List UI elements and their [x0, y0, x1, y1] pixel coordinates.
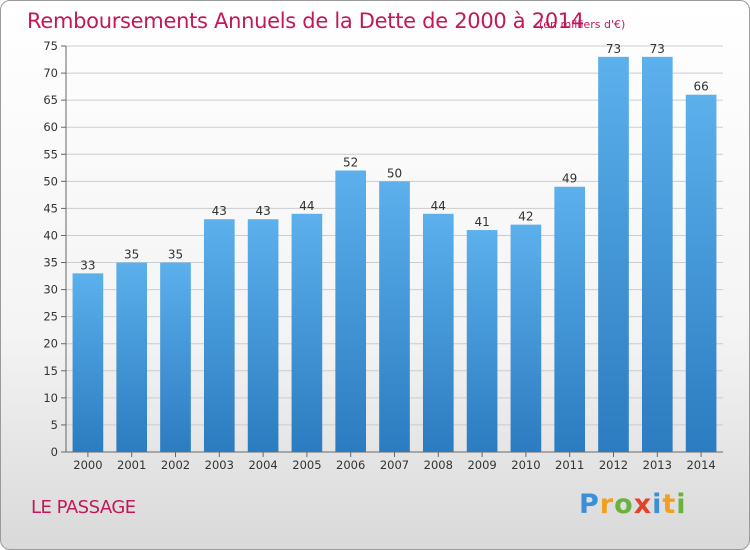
bar	[641, 56, 673, 453]
logo-letter: x	[633, 489, 653, 520]
logo-letter: P	[579, 489, 600, 520]
x-tick-label: 2002	[161, 458, 190, 472]
chart-title: Remboursements Annuels de la Dette de 20…	[27, 9, 584, 33]
bar	[598, 56, 629, 453]
bar-value-label: 44	[431, 199, 446, 213]
bar-value-label: 44	[299, 199, 314, 213]
commune-name: LE PASSAGE	[31, 497, 136, 518]
chart-subtitle: (en milliers d'€)	[539, 18, 626, 31]
y-tick-label: 20	[43, 337, 58, 351]
bar-value-label: 73	[606, 42, 621, 56]
y-tick-label: 40	[43, 228, 58, 242]
bar	[203, 219, 235, 452]
x-tick-label: 2013	[643, 458, 672, 472]
logo-letter: i	[676, 489, 687, 520]
bar-value-label: 43	[212, 204, 227, 218]
bar	[116, 262, 148, 452]
bar	[160, 262, 191, 452]
bar-value-label: 42	[518, 210, 533, 224]
proxiti-logo[interactable]: Proxiti	[579, 489, 687, 520]
bar-value-label: 43	[255, 204, 270, 218]
bar	[510, 224, 542, 452]
y-tick-label: 10	[43, 391, 58, 405]
bar-value-label: 49	[562, 172, 577, 186]
x-tick-label: 2011	[555, 458, 584, 472]
bar	[685, 94, 717, 452]
bar	[291, 213, 323, 452]
bar	[247, 219, 279, 452]
y-tick-label: 30	[43, 283, 58, 297]
y-tick-label: 35	[43, 256, 58, 270]
y-tick-label: 50	[43, 174, 58, 188]
bar-value-label: 35	[124, 248, 139, 262]
bar	[335, 170, 367, 453]
bar-value-label: 41	[474, 215, 489, 229]
bar	[379, 181, 410, 453]
x-tick-label: 2001	[117, 458, 146, 472]
bar-value-label: 35	[168, 248, 183, 262]
y-tick-label: 5	[51, 418, 58, 432]
y-tick-label: 60	[43, 120, 58, 134]
y-tick-label: 70	[43, 66, 58, 80]
bar	[554, 186, 586, 452]
logo-letter: t	[662, 489, 677, 520]
bars	[72, 56, 717, 453]
x-tick-label: 2005	[292, 458, 321, 472]
y-tick-label: 65	[43, 93, 58, 107]
x-tick-label: 2009	[467, 458, 496, 472]
bar	[422, 213, 454, 452]
y-tick-label: 15	[43, 364, 58, 378]
y-tick-label: 75	[43, 39, 58, 53]
logo-letter: r	[599, 489, 615, 520]
labels: 0 5 10 15 20 25 30 35 40 45 50 55 60 65 70 75 33 2000 35 20…	[43, 39, 715, 472]
x-tick-label: 2000	[73, 458, 102, 472]
x-tick-label: 2004	[248, 458, 277, 472]
bar-value-label: 52	[343, 156, 358, 170]
y-tick-label: 45	[43, 201, 58, 215]
y-tick-label: 0	[51, 445, 58, 459]
x-tick-label: 2008	[424, 458, 453, 472]
bar-value-label: 73	[650, 42, 665, 56]
logo-letter: i	[652, 489, 663, 520]
logo-letter: o	[614, 489, 634, 520]
y-tick-label: 25	[43, 310, 58, 324]
x-tick-label: 2012	[599, 458, 628, 472]
y-tick-label: 55	[43, 147, 58, 161]
bar-value-label: 66	[693, 80, 708, 94]
x-tick-label: 2003	[205, 458, 234, 472]
bar-value-label: 50	[387, 166, 402, 180]
x-tick-label: 2014	[686, 458, 715, 472]
x-tick-label: 2010	[511, 458, 540, 472]
bar-value-label: 33	[80, 258, 95, 272]
x-tick-label: 2007	[380, 458, 409, 472]
bar	[72, 273, 104, 452]
bar	[466, 230, 498, 452]
x-tick-label: 2006	[336, 458, 365, 472]
